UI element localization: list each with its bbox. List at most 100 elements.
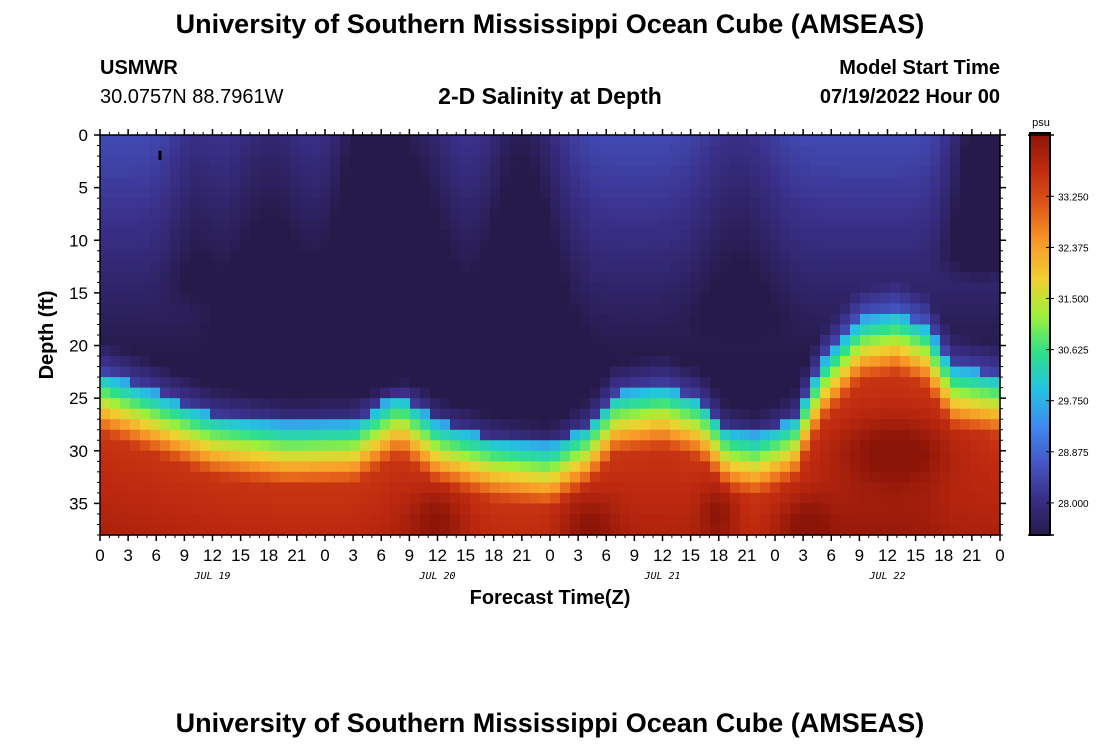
heatmap-cell (180, 429, 191, 441)
heatmap-cell (660, 450, 671, 462)
heatmap-cell (290, 419, 301, 431)
heatmap-cell (430, 471, 441, 483)
heatmap-cell (270, 398, 281, 410)
heatmap-cell (730, 145, 741, 157)
heatmap-cell (180, 261, 191, 273)
heatmap-cell (290, 429, 301, 441)
heatmap-cell (950, 250, 961, 262)
heatmap-cell (940, 187, 951, 199)
heatmap-cell (180, 345, 191, 357)
heatmap-cell (130, 313, 141, 326)
heatmap-cell (590, 250, 601, 262)
heatmap-cell (110, 240, 121, 252)
heatmap-cell (270, 271, 281, 283)
heatmap-cell (290, 503, 301, 515)
y-tick-label: 25 (69, 389, 88, 408)
heatmap-cell (670, 208, 681, 220)
heatmap-cell (660, 145, 671, 157)
heatmap-cell (100, 282, 111, 294)
heatmap-cell (890, 177, 901, 189)
heatmap-cell (390, 250, 401, 262)
heatmap-cell (890, 303, 901, 315)
heatmap-cell (930, 356, 941, 368)
heatmap-cell (160, 219, 171, 231)
heatmap-cell (920, 513, 931, 526)
heatmap-cell (230, 429, 241, 441)
heatmap-cell (600, 219, 611, 231)
heatmap-cell (820, 219, 831, 231)
heatmap-cell (750, 166, 761, 178)
heatmap-cell (280, 313, 291, 326)
heatmap-cell (440, 208, 451, 220)
heatmap-cell (710, 440, 721, 452)
heatmap-cell (290, 208, 301, 220)
heatmap-cell (610, 282, 621, 294)
heatmap-cell (230, 356, 241, 368)
heatmap-cell (900, 366, 911, 378)
heatmap-cell (610, 471, 621, 483)
heatmap-cell (140, 366, 151, 378)
heatmap-cell (110, 145, 121, 157)
heatmap-cell (570, 492, 581, 505)
heatmap-cell (870, 261, 881, 273)
heatmap-cell (690, 387, 701, 399)
heatmap-cell (450, 166, 461, 178)
heatmap-cell (550, 492, 561, 505)
heatmap-cell (250, 292, 261, 305)
heatmap-cell (300, 492, 311, 505)
heatmap-cell (920, 187, 931, 199)
heatmap-cell (340, 324, 351, 336)
heatmap-cell (150, 450, 161, 462)
heatmap-cell (500, 335, 511, 347)
heatmap-cell (500, 324, 511, 336)
heatmap-cell (580, 313, 591, 326)
heatmap-cell (930, 492, 941, 505)
heatmap-cell (980, 250, 991, 262)
heatmap-cell (440, 292, 451, 305)
heatmap-cell (320, 429, 331, 441)
heatmap-cell (900, 387, 911, 399)
heatmap-cell (310, 461, 321, 473)
heatmap-cell (330, 335, 341, 347)
heatmap-cell (460, 356, 471, 368)
heatmap-cell (990, 503, 1001, 515)
heatmap-cell (500, 292, 511, 305)
heatmap-cell (890, 271, 901, 283)
heatmap-cell (230, 135, 241, 147)
heatmap-cell (980, 377, 991, 389)
heatmap-cell (180, 419, 191, 431)
heatmap-cell (510, 387, 521, 399)
heatmap-cell (930, 471, 941, 483)
heatmap-cell (120, 461, 131, 473)
heatmap-cell (450, 261, 461, 273)
heatmap-cell (240, 398, 251, 410)
heatmap-cell (410, 419, 421, 431)
heatmap-cell (490, 513, 501, 526)
heatmap-cell (960, 229, 971, 241)
heatmap-cell (480, 229, 491, 241)
heatmap-cell (690, 303, 701, 315)
heatmap-cell (950, 387, 961, 399)
heatmap-cell (580, 156, 591, 168)
heatmap-cell (210, 450, 221, 462)
heatmap-cell (260, 250, 271, 262)
heatmap-cell (510, 398, 521, 410)
heatmap-cell (220, 250, 231, 262)
heatmap-cell (910, 324, 921, 336)
heatmap-cell (730, 156, 741, 168)
heatmap-cell (740, 250, 751, 262)
heatmap-cell (250, 398, 261, 410)
heatmap-cell (540, 492, 551, 505)
heatmap-cell (460, 450, 471, 462)
heatmap-cell (670, 377, 681, 389)
heatmap-cell (950, 345, 961, 357)
heatmap-cell (850, 503, 861, 515)
heatmap-cell (450, 377, 461, 389)
heatmap-cell (300, 229, 311, 241)
heatmap-cell (820, 335, 831, 347)
heatmap-cell (360, 135, 371, 147)
heatmap-cell (780, 461, 791, 473)
heatmap-cell (760, 303, 771, 315)
heatmap-cell (530, 482, 541, 494)
heatmap-cell (930, 503, 941, 515)
